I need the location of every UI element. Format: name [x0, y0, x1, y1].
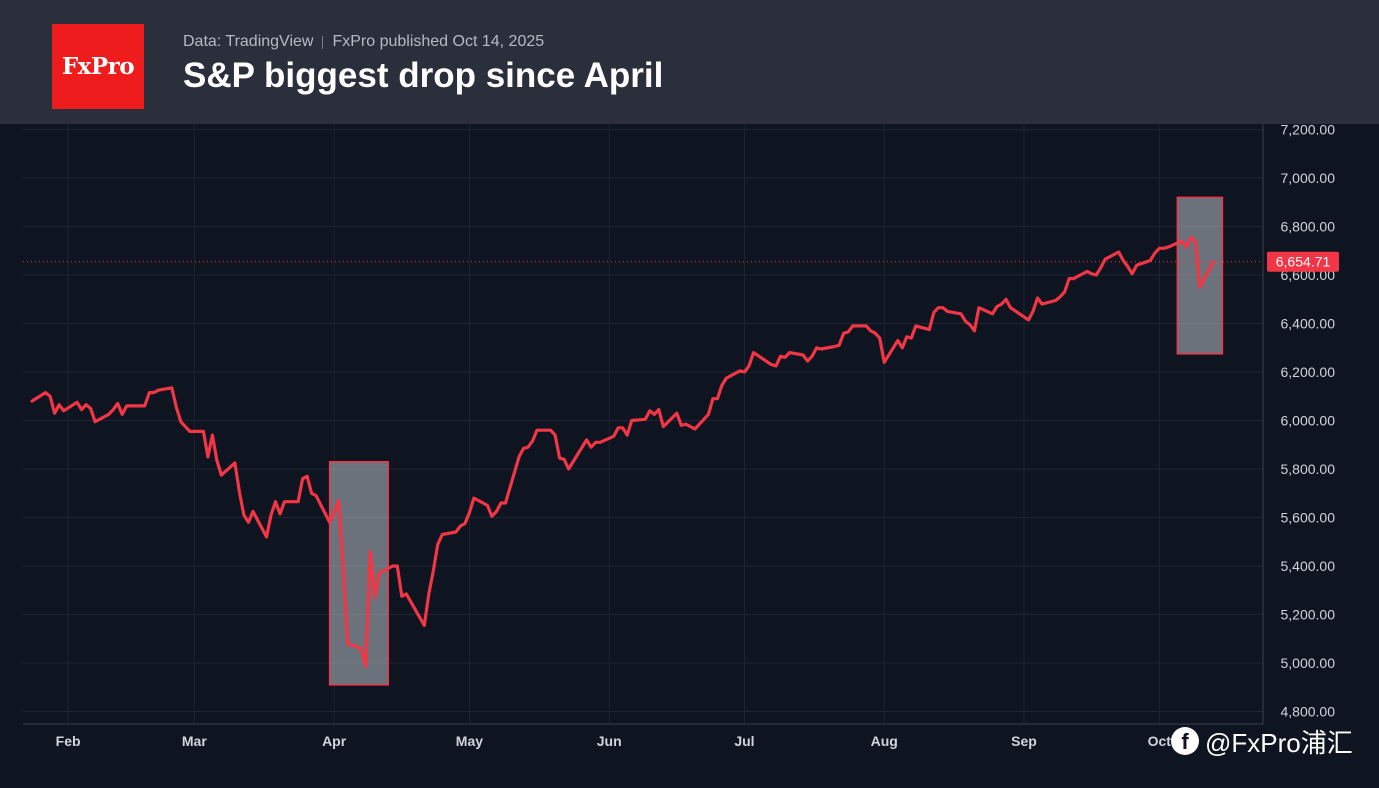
y-tick-label: 7,200.00 [1281, 124, 1336, 138]
y-tick-label: 6,400.00 [1281, 316, 1336, 332]
facebook-icon: f [1171, 727, 1199, 755]
x-tick-label: Apr [322, 733, 347, 749]
y-tick-label: 5,400.00 [1281, 558, 1336, 574]
x-tick-label: Oct [1148, 733, 1172, 749]
watermark-text: @FxPro浦汇 [1205, 727, 1353, 758]
logo-text: FxPro [61, 53, 135, 80]
chart-title: S&P biggest drop since April [183, 56, 664, 95]
y-tick-label: 5,200.00 [1281, 607, 1336, 623]
y-tick-label: 5,600.00 [1281, 510, 1336, 526]
x-tick-label: Sep [1011, 733, 1037, 749]
y-tick-label: 5,000.00 [1281, 655, 1336, 671]
x-tick-label: May [456, 733, 483, 749]
x-tick-label: Feb [56, 733, 81, 749]
price-line[interactable] [30, 235, 1216, 669]
published-date: FxPro published Oct 14, 2025 [332, 33, 545, 50]
y-tick-label: 6,200.00 [1281, 364, 1336, 380]
watermark: f @FxPro浦汇 [1171, 725, 1353, 758]
x-tick-label: Aug [871, 733, 898, 749]
y-tick-label: 5,800.00 [1281, 461, 1336, 477]
separator [322, 35, 324, 49]
x-tick-label: Mar [182, 733, 207, 749]
price-chart[interactable]: 4,800.00 5,000.00 5,200.00 5,400.00 5,600.00… [0, 124, 1379, 788]
last-price-badge [1267, 251, 1339, 272]
fxpro-logo: FxPro [52, 24, 144, 109]
y-tick-label: 4,800.00 [1281, 704, 1336, 720]
last-price-label: 6,654.71 [1276, 254, 1331, 270]
x-tick-label: Jul [734, 733, 754, 749]
data-source: Data: TradingView [183, 33, 314, 50]
y-tick-label: 6,800.00 [1281, 219, 1336, 235]
y-tick-label: 6,000.00 [1281, 413, 1336, 429]
x-tick-label: Jun [597, 733, 622, 749]
source-line: Data: TradingView FxPro published Oct 14… [183, 33, 544, 51]
y-tick-label: 7,000.00 [1281, 170, 1336, 186]
header-bar: FxPro Data: TradingView FxPro published … [0, 0, 1379, 124]
